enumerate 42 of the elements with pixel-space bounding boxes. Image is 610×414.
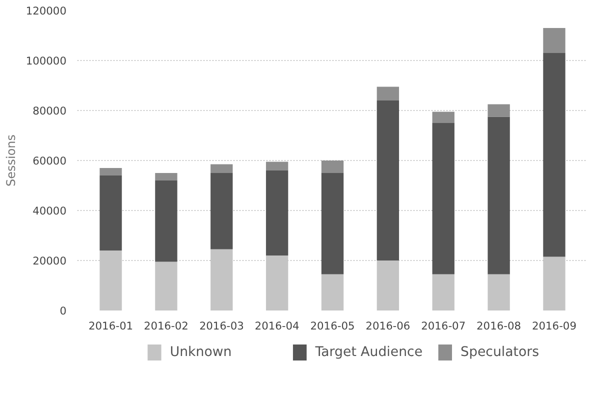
bar	[543, 28, 566, 53]
bar	[432, 274, 454, 310]
x-tick-label: 2016-09	[532, 320, 577, 332]
bar	[266, 162, 288, 170]
x-tick-label: 2016-03	[199, 320, 244, 332]
bar	[376, 100, 400, 260]
legend-label: Speculators	[460, 345, 540, 360]
bar	[155, 173, 178, 180]
bar	[376, 86, 400, 100]
bar	[432, 123, 454, 274]
y-tick-label: 20000	[32, 254, 67, 268]
y-tick-label: 60000	[32, 154, 67, 168]
y-tick-label: 100000	[26, 54, 67, 68]
y-tick-label: 120000	[26, 4, 67, 18]
bar	[100, 168, 122, 176]
bar	[488, 116, 510, 274]
bar	[266, 170, 288, 256]
y-tick-label: 0	[60, 304, 67, 318]
bar	[155, 180, 178, 262]
bar	[543, 53, 566, 257]
y-tick-label: 40000	[32, 204, 67, 218]
x-tick-label: 2016-04	[254, 320, 300, 332]
y-axis-title: Sessions	[4, 134, 18, 187]
bar	[488, 104, 510, 117]
bar	[321, 274, 344, 310]
y-tick-label: 80000	[32, 104, 67, 118]
x-tick-label: 2016-05	[310, 320, 355, 332]
bar	[488, 274, 510, 310]
x-tick-label: 2016-06	[366, 320, 410, 332]
bar	[210, 173, 233, 250]
x-tick-label: 2016-01	[88, 320, 134, 332]
x-tick-label: 2016-08	[476, 320, 522, 332]
bar	[100, 176, 122, 250]
x-tick-label: 2016-07	[421, 320, 466, 332]
legend-label: Target Audience	[314, 345, 423, 360]
legend-label: Unknown	[170, 345, 232, 360]
bar	[321, 173, 344, 274]
bar	[210, 164, 233, 173]
bar	[321, 160, 344, 173]
bar	[155, 262, 178, 310]
x-tick-label: 2016-02	[144, 320, 188, 332]
bar	[432, 112, 454, 123]
